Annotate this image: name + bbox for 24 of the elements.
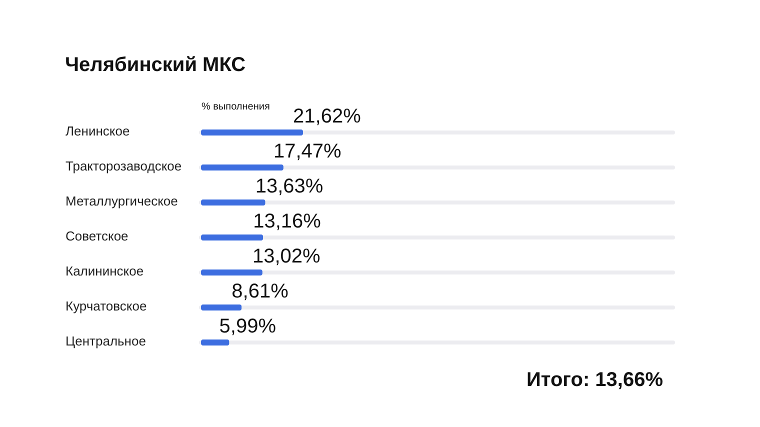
x-axis-title: % выполнения — [202, 102, 270, 112]
data-label: 13,02% — [252, 246, 321, 268]
bar — [201, 304, 242, 310]
data-label: 13,16% — [253, 210, 322, 232]
data-label: 5,99% — [219, 316, 276, 338]
y-tick-label: Калининское — [66, 264, 144, 278]
bar — [201, 234, 264, 240]
y-tick-label: Центральное — [66, 334, 146, 348]
y-tick-label: Ленинское — [66, 124, 130, 138]
bar — [201, 164, 284, 170]
bar — [201, 340, 230, 346]
chart-title: Челябинский МКС — [65, 54, 246, 76]
data-label: 17,47% — [273, 140, 342, 162]
annotation: Итого: 13,66% — [526, 369, 664, 391]
y-tick-label: Тракторозаводское — [66, 158, 182, 174]
bar — [201, 130, 304, 136]
bar — [201, 200, 266, 206]
data-label: 21,62% — [293, 106, 362, 128]
data-label: 13,63% — [255, 176, 324, 198]
y-tick-label: Советское — [66, 228, 128, 244]
data-label: 8,61% — [232, 280, 289, 302]
y-tick-label: Металлургическое — [66, 194, 178, 208]
y-tick-label: Курчатовское — [66, 298, 147, 314]
bar — [201, 270, 262, 276]
